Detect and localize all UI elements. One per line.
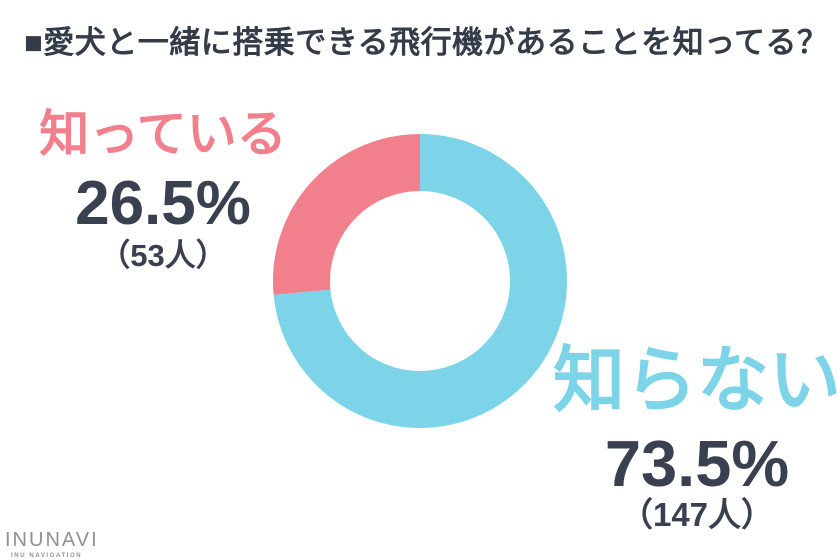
know-percent: 26.5%: [75, 169, 251, 238]
donut-segment-know: [273, 134, 567, 428]
dont-know-label: 知らない: [552, 341, 837, 421]
know-label: 知っている: [39, 106, 287, 162]
inunavi-logo: INUNAVI INU NAVIGATION: [5, 530, 99, 559]
page-title: ■愛犬と一緒に搭乗できる飛行機があることを知ってる？: [24, 25, 829, 60]
donut-chart: [273, 134, 567, 428]
inunavi-logo-text: INUNAVI: [5, 529, 99, 551]
dont-know-count: （147人）: [619, 496, 775, 533]
know-count: （53人）: [99, 238, 227, 273]
inunavi-logo-subtext: INU NAVIGATION: [11, 553, 83, 559]
dont-know-percent: 73.5%: [604, 427, 790, 500]
